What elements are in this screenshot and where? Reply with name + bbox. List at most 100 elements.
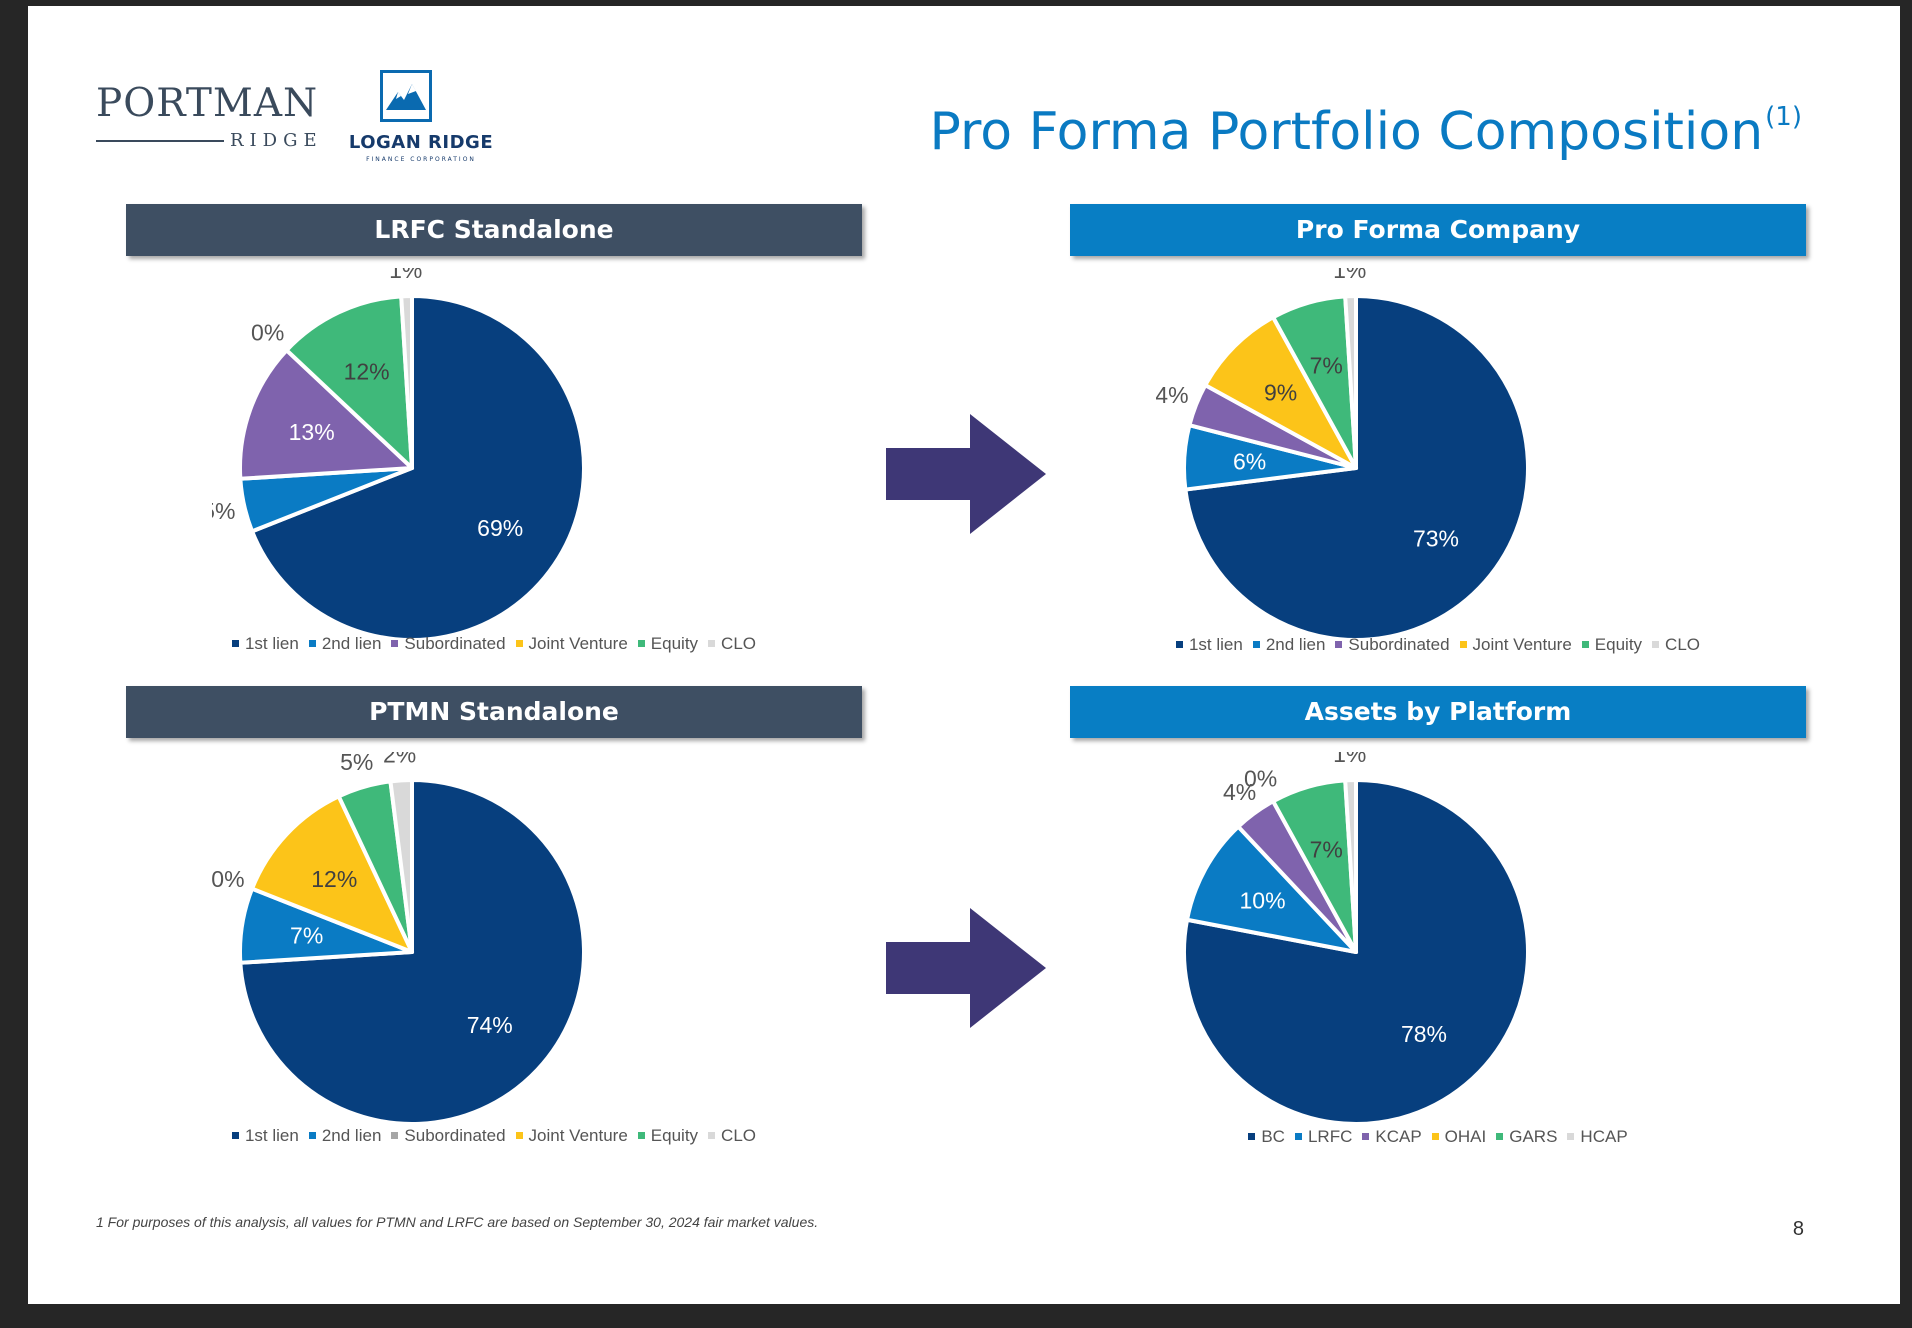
data-label-clo: 1% — [1333, 268, 1366, 283]
legend-label: OHAI — [1444, 1127, 1487, 1146]
arrow-right-icon — [886, 908, 1046, 1028]
data-label-subordinated: 0% — [212, 866, 245, 892]
legend-item-joint-venture: Joint Venture — [515, 634, 628, 654]
slide: PORTMAN RIDGE LOGAN RIDGE FINANCE CORPOR… — [28, 6, 1900, 1304]
legend-assets-by-platform: BC LRFC KCAP OHAI GARS HCAP — [1070, 1127, 1806, 1147]
mountain-icon — [380, 70, 432, 122]
legend-label: HCAP — [1580, 1127, 1628, 1146]
legend-item-joint-venture: Joint Venture — [1459, 635, 1572, 655]
legend-label: LRFC — [1307, 1127, 1353, 1146]
data-label-2nd-lien: 7% — [290, 922, 323, 948]
data-label-hcap: 1% — [1333, 752, 1366, 767]
legend-item-gars: GARS — [1496, 1127, 1557, 1147]
logan-ridge-logo: LOGAN RIDGE FINANCE CORPORATION — [336, 70, 506, 170]
legend-swatch — [1581, 641, 1589, 648]
legend-swatch — [637, 1132, 645, 1139]
panel-header-ptmn: PTMN Standalone — [126, 686, 862, 738]
panel-header-pro-forma: Pro Forma Company — [1070, 204, 1806, 256]
legend-swatch — [1459, 641, 1467, 648]
legend-label: 1st lien — [244, 1126, 299, 1145]
legend-label: Joint Venture — [1472, 635, 1572, 654]
legend-item-subordinated: Subordinated — [391, 634, 506, 654]
data-label-ohai: 0% — [1244, 765, 1277, 791]
pie-chart-ptmn-standalone: 74% 7% 0% 12% 5% 2% — [212, 752, 586, 1126]
legend-label: BC — [1261, 1127, 1285, 1146]
legend-item-1st-lien: 1st lien — [231, 1126, 299, 1146]
data-label-bc: 78% — [1401, 1021, 1447, 1047]
logan-logo-corp: FINANCE CORPORATION — [366, 156, 476, 163]
legend-swatch — [308, 640, 316, 647]
legend-item-2nd-lien: 2nd lien — [1252, 635, 1325, 655]
legend-item-kcap: KCAP — [1362, 1127, 1422, 1147]
legend-label: Joint Venture — [528, 1126, 628, 1145]
legend-label: KCAP — [1375, 1127, 1422, 1146]
portman-logo-sub: RIDGE — [230, 130, 323, 151]
legend-swatch — [1567, 1133, 1575, 1140]
pie-slice-clo — [388, 778, 414, 954]
pie-chart-assets-by-platform: 78% 10% 4%0% 7% 1% — [1182, 752, 1530, 1126]
data-label-1st-lien: 73% — [1413, 526, 1459, 552]
legend-item-subordinated: Subordinated — [1335, 635, 1450, 655]
pie-slice-joint-venture — [250, 794, 414, 954]
legend-swatch — [1652, 641, 1660, 648]
legend-label: Equity — [1594, 635, 1643, 654]
portman-logo-rule — [96, 140, 224, 142]
pie-slice-equity — [284, 294, 414, 470]
data-label-joint-venture: 12% — [311, 866, 357, 892]
data-label-1st-lien: 74% — [467, 1012, 513, 1038]
data-label-joint-venture: 9% — [1264, 380, 1297, 406]
pie-slice-clo — [399, 294, 414, 470]
legend-item-joint-venture: Joint Venture — [515, 1126, 628, 1146]
legend-swatch — [708, 640, 716, 647]
legend-swatch — [1248, 1133, 1256, 1140]
page-title-text: Pro Forma Portfolio Composition — [929, 102, 1764, 162]
legend-item-equity: Equity — [637, 1126, 699, 1146]
arrow-right-icon — [886, 414, 1046, 534]
portman-logo-word: PORTMAN — [96, 81, 319, 126]
legend-item-2nd-lien: 2nd lien — [308, 634, 382, 654]
legend-label: 1st lien — [244, 634, 299, 653]
legend-item-clo: CLO — [1652, 635, 1700, 655]
legend-swatch — [1294, 1133, 1302, 1140]
legend-item-2nd-lien: 2nd lien — [308, 1126, 381, 1146]
legend-label: Subordinated — [404, 1126, 506, 1145]
data-label-lrfc: 10% — [1240, 888, 1286, 914]
legend-swatch — [515, 1132, 523, 1139]
pie-slice-lrfc — [1185, 824, 1358, 954]
legend-label: Joint Venture — [528, 634, 628, 653]
legend-item-ohai: OHAI — [1431, 1127, 1487, 1147]
legend-item-lrfc: LRFC — [1294, 1127, 1353, 1147]
legend-label: Equity — [650, 1126, 699, 1145]
legend-item-equity: Equity — [637, 634, 698, 654]
legend-swatch — [1362, 1133, 1370, 1140]
panel-header-lrfc: LRFC Standalone — [126, 204, 862, 256]
legend-item-1st-lien: 1st lien — [1175, 635, 1243, 655]
footnote: 1 For purposes of this analysis, all val… — [96, 1214, 819, 1230]
legend-swatch — [391, 640, 399, 647]
legend-swatch — [1496, 1133, 1504, 1140]
legend-item-1st-lien: 1st lien — [231, 634, 299, 654]
legend-swatch — [1335, 641, 1343, 648]
page-title: Pro Forma Portfolio Composition(1) — [930, 102, 1802, 162]
legend-label: 2nd lien — [321, 634, 382, 653]
page-title-superscript: (1) — [1765, 102, 1802, 132]
panel-header-assets-by-platform: Assets by Platform — [1070, 686, 1806, 738]
legend-ptmn-standalone: 1st lien 2nd lien Subordinated Joint Ventur… — [126, 1126, 862, 1146]
legend-swatch — [515, 640, 523, 647]
legend-item-hcap: HCAP — [1567, 1127, 1628, 1147]
data-label-clo: 2% — [383, 752, 416, 767]
legend-item-clo: CLO — [708, 1126, 756, 1146]
legend-item-subordinated: Subordinated — [391, 1126, 506, 1146]
legend-swatch — [308, 1132, 316, 1139]
pie-chart-lrfc-standalone: 69% 5% 13% 0% 12% 1% — [212, 268, 586, 642]
pie-chart-pro-forma-company: 73% 6% 4% 9% 7% 1% — [1156, 268, 1530, 642]
legend-swatch — [391, 1132, 399, 1139]
legend-swatch — [1175, 641, 1183, 648]
legend-swatch — [708, 1132, 716, 1139]
pie-slice-subordinated — [238, 348, 414, 481]
data-label-2nd-lien: 6% — [1233, 448, 1266, 474]
legend-item-equity: Equity — [1581, 635, 1643, 655]
data-label-equity: 5% — [340, 752, 373, 775]
data-label-subordinated: 4% — [1156, 382, 1189, 408]
legend-swatch — [1252, 641, 1260, 648]
